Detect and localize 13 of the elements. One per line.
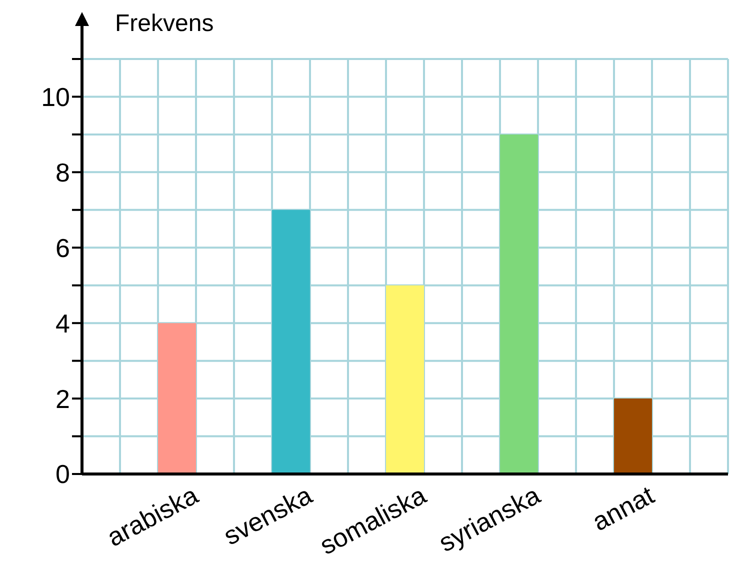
y-axis-title: Frekvens [115, 10, 214, 38]
x-tick-label: annat [587, 479, 660, 537]
bar [272, 210, 310, 474]
bar [614, 398, 652, 474]
bar [386, 285, 424, 474]
y-tick-label: 4 [56, 308, 70, 338]
y-tick-label: 10 [41, 82, 70, 112]
y-tick-label: 2 [56, 384, 70, 414]
y-tick-label: 6 [56, 232, 70, 263]
bar [158, 323, 196, 474]
y-tick-label: 0 [56, 459, 70, 490]
y-tick-label: 8 [56, 157, 70, 188]
bar [500, 134, 538, 474]
